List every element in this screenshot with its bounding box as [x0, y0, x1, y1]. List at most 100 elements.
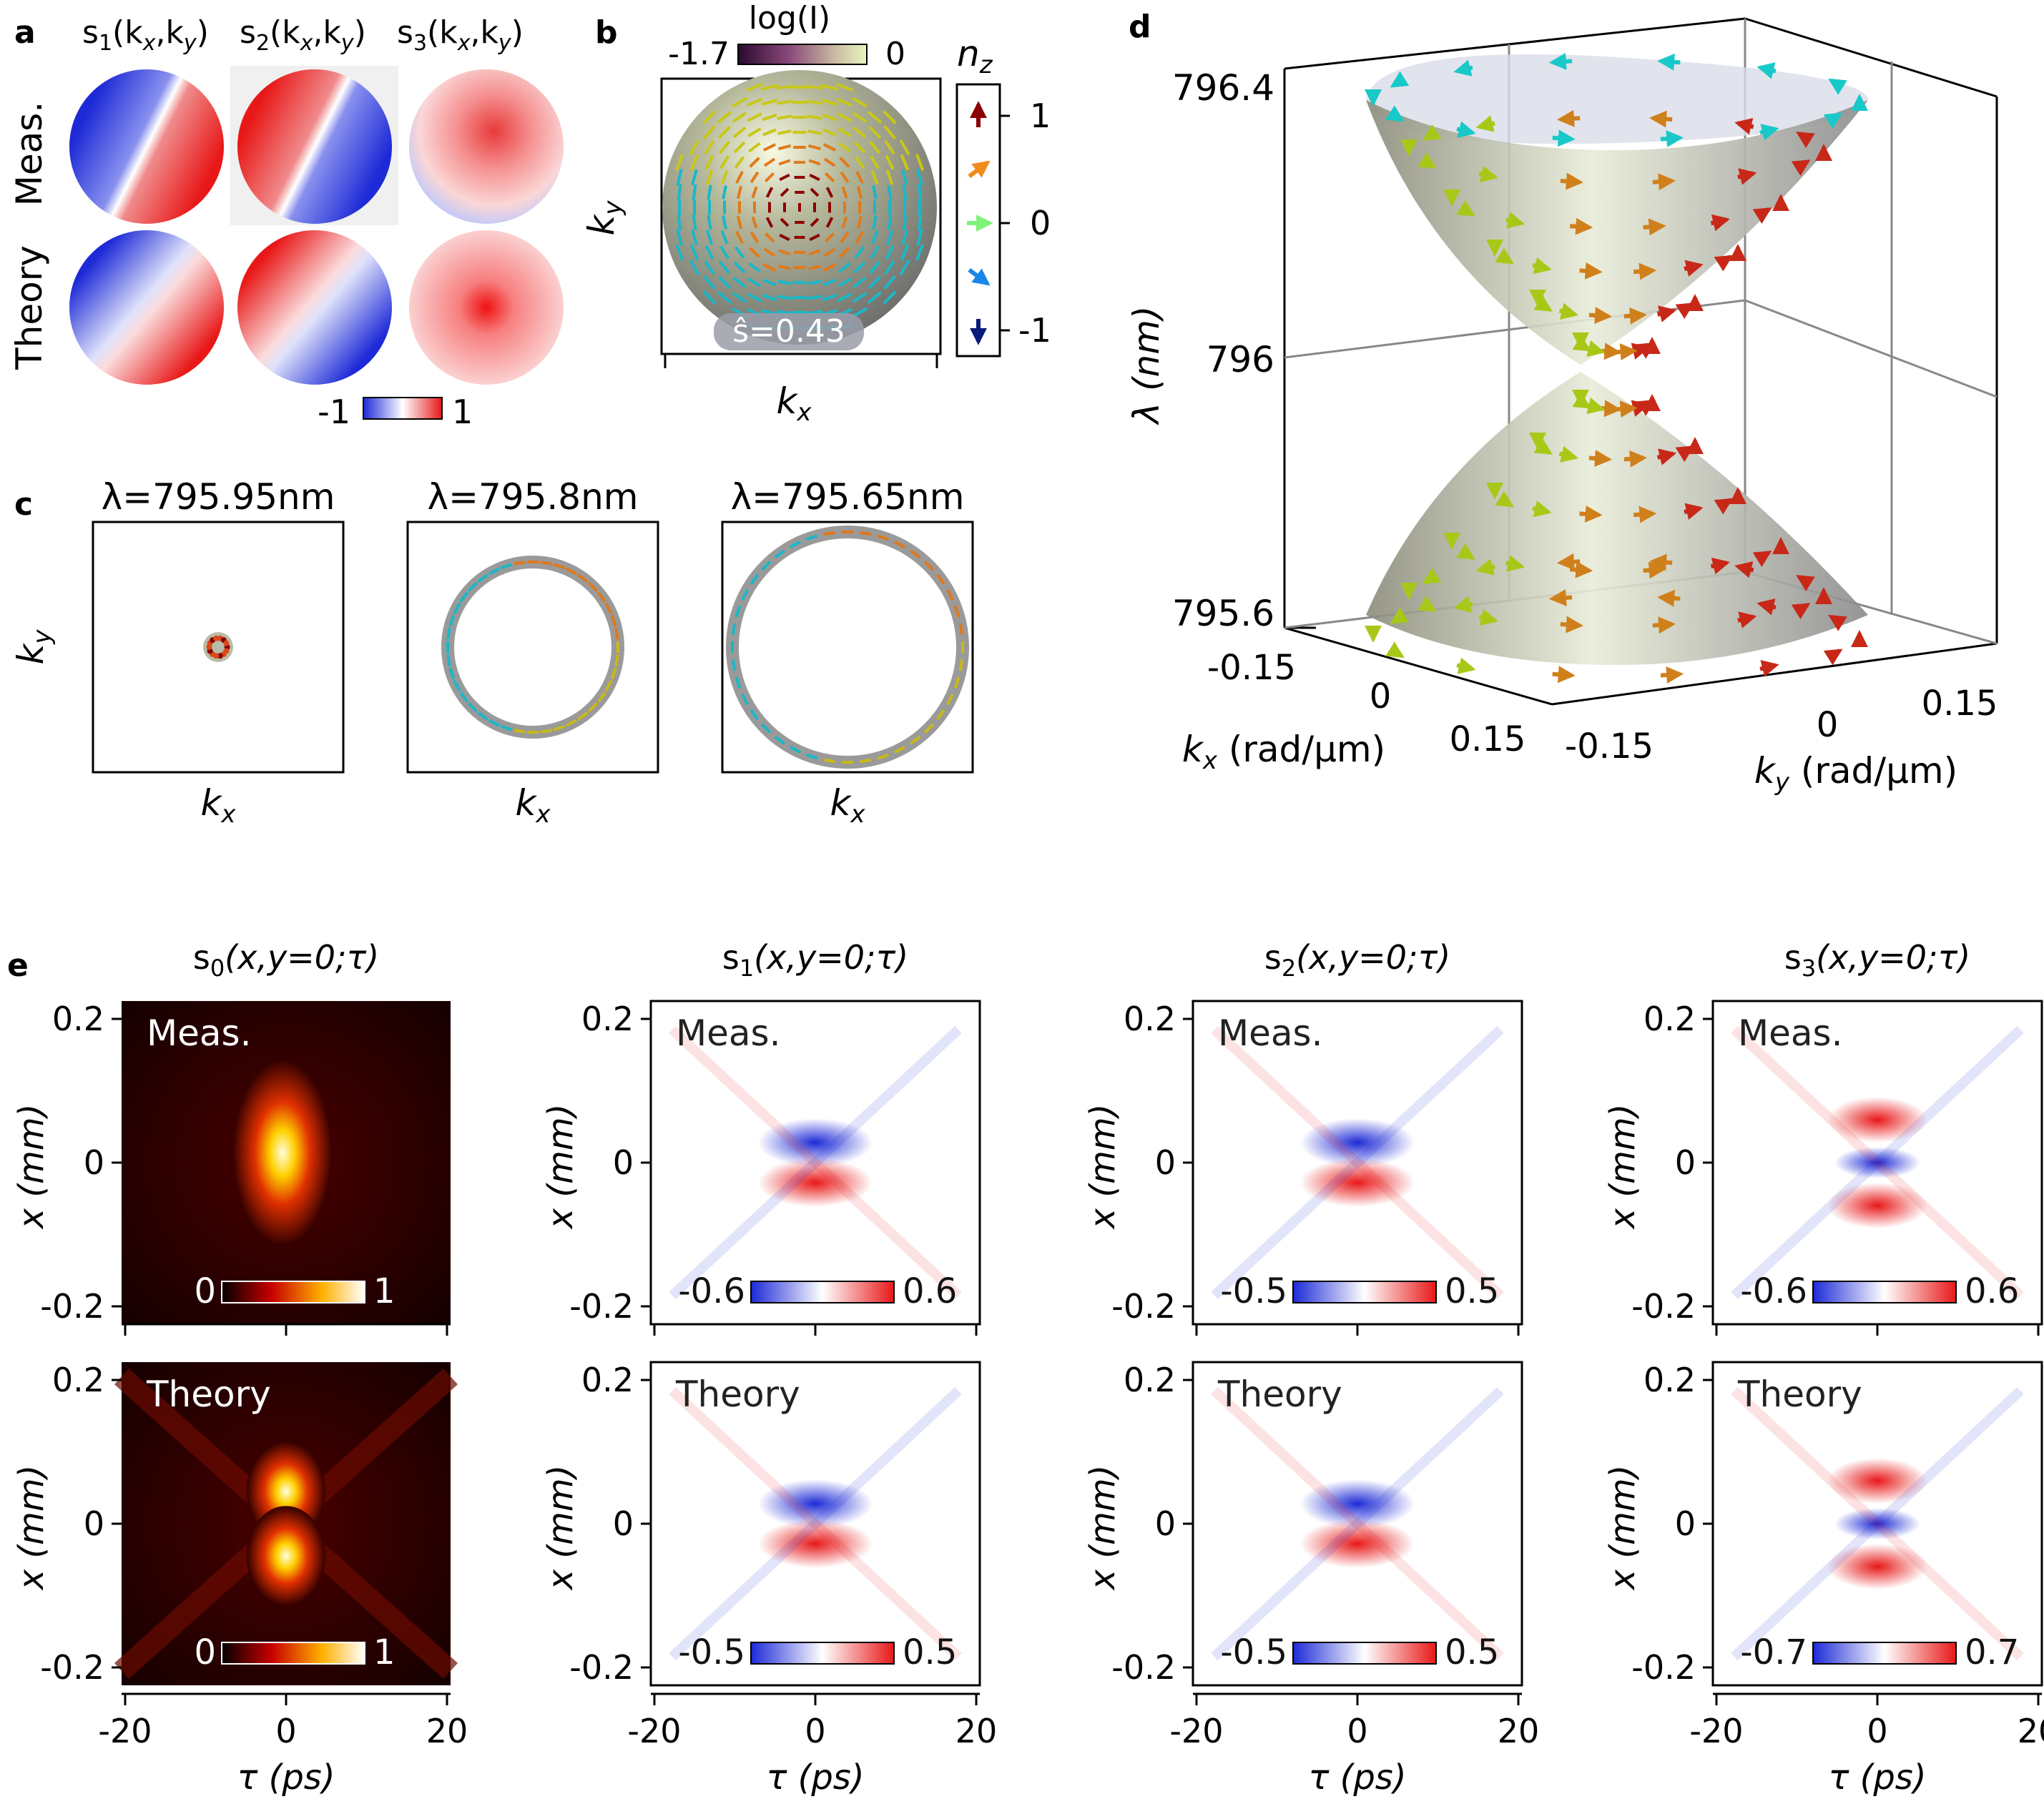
panel-e-cbar-max: 1	[373, 1632, 395, 1672]
panel-e-row-label: Meas.	[676, 1012, 780, 1054]
panel-e-plot-4-theory: Theory -0.7 0.7 0.2 0 -0.2 x (mm)	[1603, 1361, 2043, 1687]
panel-a-col-title-3: s3(kx,ky)	[397, 14, 524, 56]
panel-b-label: b	[595, 14, 618, 51]
b-arrow	[762, 143, 777, 152]
panel-c-arrow	[553, 724, 565, 731]
panel-e-plot-2-meas: Meas. -0.6 0.6 0.2 0 -0.2 x (mm)	[541, 1000, 981, 1326]
b-arrow	[917, 184, 923, 201]
panel-c-arrow	[806, 753, 818, 760]
panel-e-ytick: -0.2	[1631, 1648, 1696, 1687]
panel-e-ytick: 0	[1675, 1504, 1696, 1543]
d-arrow	[1475, 115, 1495, 132]
b-arrow	[856, 185, 863, 199]
b-arrow	[780, 187, 790, 197]
panel-e-colorbar	[1292, 1281, 1437, 1303]
d-arrow	[1505, 212, 1525, 229]
d-arrow	[1453, 59, 1473, 77]
d-arrow	[1649, 553, 1673, 571]
d-ztick-top: 796.4	[1172, 67, 1274, 109]
b-arrow	[900, 154, 910, 171]
d-arrow	[1532, 500, 1552, 518]
panel-e-row-label: Theory	[1217, 1374, 1342, 1415]
d-arrow	[1623, 450, 1647, 468]
b-arrow	[807, 264, 822, 271]
b-arrow	[902, 214, 908, 231]
panel-e-ylabel: x (mm)	[541, 1104, 581, 1231]
b-arrow	[837, 127, 852, 137]
panel-e-column-3: s2(x,y=0;τ)Meas.-0.5 0.50.20-0.2x (mm)The…	[1083, 938, 1539, 1798]
s1-theory-disk	[69, 230, 224, 385]
b-arrow	[870, 155, 880, 169]
d-arrow	[1737, 611, 1757, 629]
b-arrow	[717, 275, 732, 290]
panel-e-row-label: Meas.	[147, 1012, 251, 1054]
panel-c-title-1: λ=795.95nm	[102, 476, 335, 518]
panel-e-ytick: 0.2	[1643, 1000, 1696, 1038]
b-arrow	[761, 99, 778, 106]
x-arm	[1731, 1025, 2024, 1300]
x-arm	[669, 1386, 962, 1661]
panel-c-arrow	[588, 581, 599, 592]
d-arrow	[1505, 555, 1525, 572]
b-arrow	[748, 142, 761, 153]
panel-e-ytick: 0.2	[52, 1000, 104, 1038]
red-lobe	[1827, 1458, 1927, 1504]
b-arrow	[807, 114, 822, 120]
x-arm	[1211, 1386, 1504, 1661]
panel-c-arrow	[488, 719, 501, 727]
panel-e-xtick: 20	[2018, 1712, 2044, 1750]
b-arrow	[837, 112, 853, 122]
b-arrow	[764, 232, 775, 243]
b-arrow	[825, 187, 834, 198]
blue-lobe	[1300, 1118, 1415, 1167]
panel-e-ylabel: x (mm)	[11, 1104, 51, 1231]
d-arrow	[1623, 307, 1647, 325]
panel-e-xtick: 20	[955, 1712, 998, 1750]
panel-e-plot-1-theory: Theory 0 1 0.2 0 -0.2 x (mm)	[11, 1361, 458, 1687]
b-arrow	[872, 215, 878, 230]
panel-e-ytick: -0.2	[40, 1287, 104, 1326]
b-arrow	[749, 157, 760, 168]
panel-c-arrow	[565, 719, 578, 727]
d-arrow	[1710, 214, 1731, 232]
b-arrow	[777, 114, 792, 120]
b-arrow	[808, 249, 821, 256]
panel-e-ylabel: x (mm)	[541, 1465, 581, 1592]
b-arrow	[733, 141, 746, 154]
d-arrow	[1633, 506, 1657, 523]
intensity-blob	[247, 1506, 325, 1607]
d-arrow	[1478, 165, 1498, 183]
panel-c-title-3: λ=795.65nm	[731, 476, 965, 518]
b-arrow	[915, 244, 925, 261]
panel-c-arrow	[446, 628, 451, 640]
b-arrow	[821, 99, 838, 106]
panel-c-subplot-3: λ=795.65nm kx	[721, 476, 974, 829]
b-arrow	[853, 276, 867, 289]
b-arrow	[736, 215, 743, 230]
panel-e-xtick: 0	[1867, 1712, 1887, 1750]
panel-e-cbar-min: 0	[194, 1271, 216, 1311]
d-ztick-bot: 795.6	[1172, 593, 1274, 634]
panel-a: a s1(kx,ky) s2(kx,ky) s3(kx,ky) Meas. Th…	[9, 14, 564, 431]
panel-c-arrow	[596, 691, 606, 703]
panel-b-colorbar	[737, 44, 868, 65]
d-arrow	[1714, 255, 1734, 272]
b-arrow	[748, 262, 761, 273]
b-arrow	[780, 217, 790, 227]
d-arrow	[1560, 172, 1583, 190]
d-arrow	[1385, 105, 1405, 122]
x-arm	[1731, 1386, 2024, 1661]
b-arrow	[839, 247, 850, 258]
panel-e-plot-3-theory: Theory -0.5 0.5 0.2 0 -0.2 x (mm)	[1083, 1361, 1523, 1687]
b-arrow	[705, 169, 714, 185]
b-arrow	[867, 291, 883, 304]
b-arrow	[808, 159, 821, 166]
panel-c-arrow	[741, 694, 749, 706]
b-arrow	[707, 184, 712, 200]
b-arrow	[765, 187, 774, 198]
d-arrow	[1560, 616, 1583, 634]
panel-d-box	[1283, 17, 1998, 706]
panel-e-ytick: 0.2	[1643, 1361, 1696, 1399]
b-arrow	[735, 170, 744, 184]
d-arrow	[1588, 307, 1612, 325]
